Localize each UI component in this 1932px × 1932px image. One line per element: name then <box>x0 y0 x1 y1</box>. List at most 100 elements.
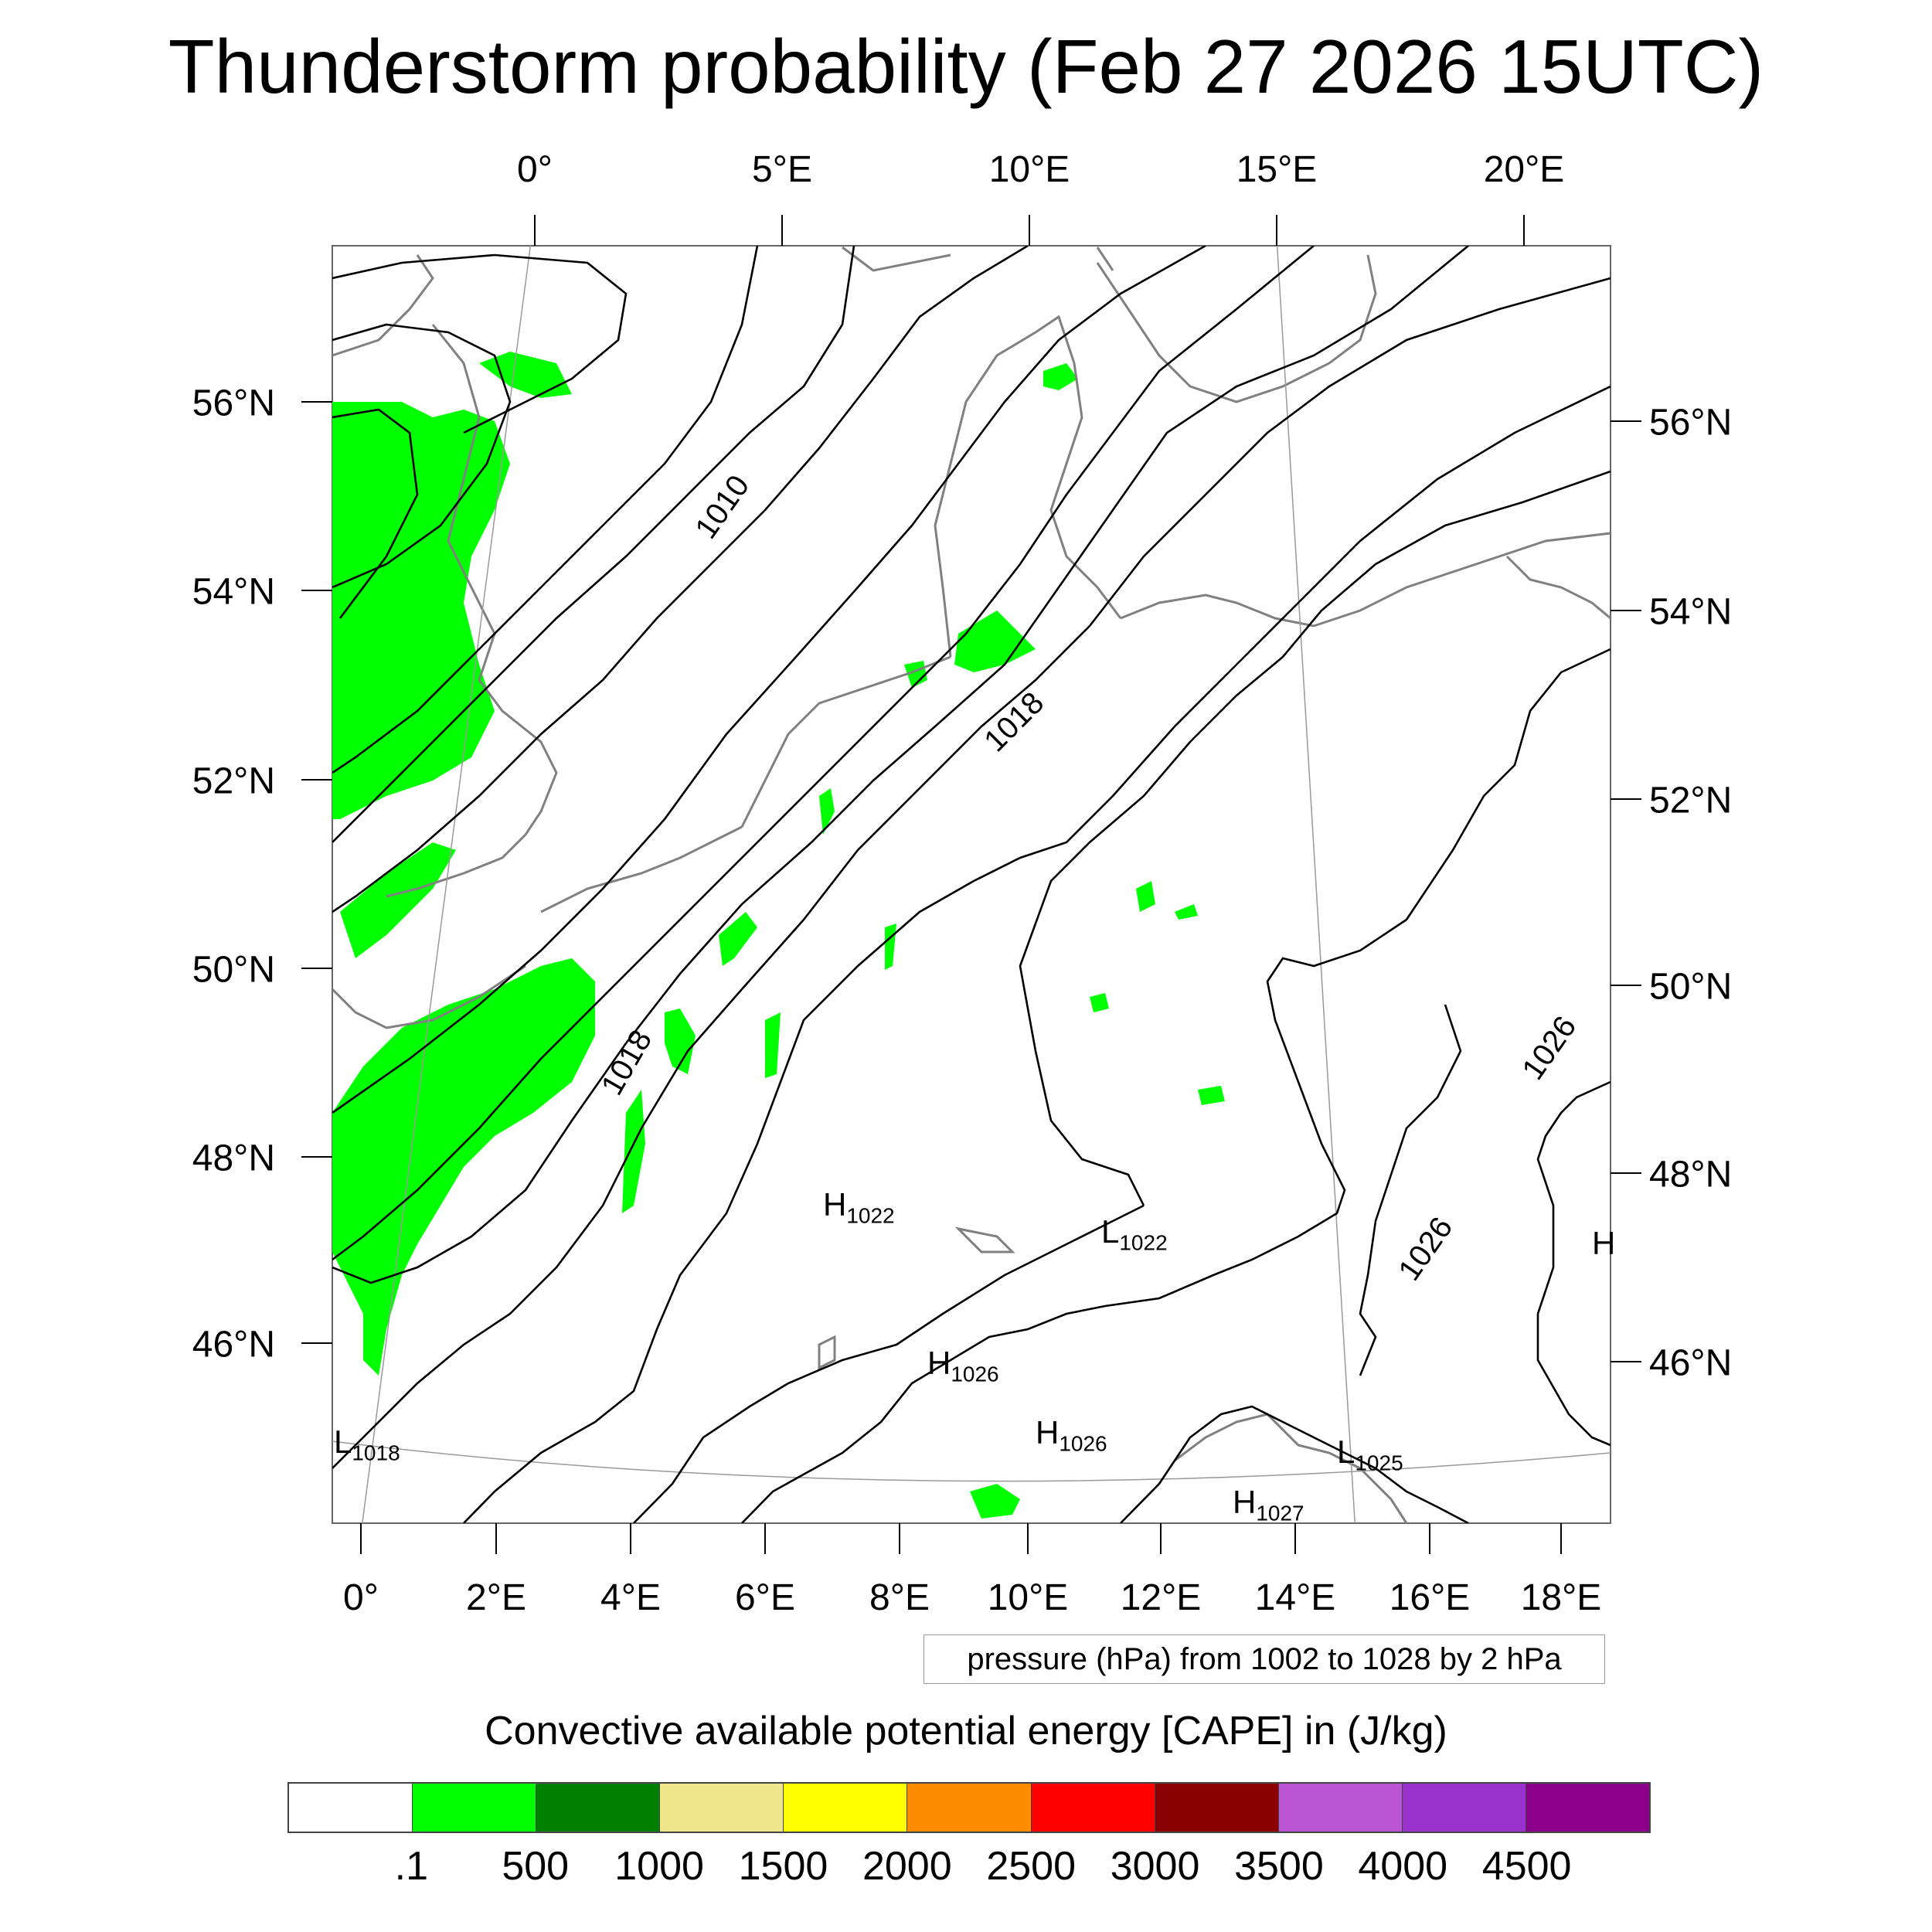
colorbar-tick-label: 1000 <box>614 1844 704 1889</box>
isobar-1026 <box>741 648 1611 1523</box>
graticule <box>332 246 1611 1523</box>
colorbar-swatch <box>1155 1784 1279 1832</box>
cape-area-streak-5 <box>819 788 835 835</box>
isobar-1010 <box>332 246 855 843</box>
cape-area-streak-4 <box>765 1012 781 1078</box>
colorbar-swatch <box>1526 1784 1650 1832</box>
isobar-1002 <box>332 253 628 434</box>
isobar-1026-far-east <box>1536 1080 1611 1447</box>
bottom-lon-label: 18°E <box>1520 1577 1602 1618</box>
cape-areas <box>332 352 1225 1519</box>
bottom-lon-label: 2°E <box>466 1577 526 1618</box>
isobar-1006 <box>332 408 419 619</box>
cape-area-ne <box>1175 904 1198 920</box>
map-title: Thunderstorm probability (Feb 27 2026 15… <box>168 24 1764 109</box>
left-lat-label: 46°N <box>192 1324 275 1366</box>
colorbar-swatch <box>536 1784 661 1832</box>
cape-area-germany-north <box>954 611 1036 672</box>
right-lat-label: 52°N <box>1649 780 1733 821</box>
meridian-0 <box>362 246 532 1523</box>
bottom-lon-label: 10°E <box>987 1577 1069 1618</box>
cape-area-east <box>1198 1086 1225 1105</box>
isobar-1027-adriatic <box>1120 1405 1469 1523</box>
coast-baltic-east <box>1505 555 1611 620</box>
isobar-1018 <box>332 246 1469 1284</box>
left-lat-label: 48°N <box>192 1138 275 1179</box>
colorbar <box>287 1782 1651 1833</box>
isobar-1022 <box>463 385 1611 1523</box>
isobar-1024b <box>633 1204 1145 1523</box>
coast-uk-east <box>332 254 558 898</box>
coast-baltic-south <box>1120 532 1611 628</box>
pressure-center: H1022 <box>823 1186 895 1228</box>
colorbar-swatch <box>289 1784 413 1832</box>
coast-france-north <box>540 825 743 913</box>
pressure-center: L1025 <box>1337 1434 1403 1475</box>
colorbar-tick-label: 2000 <box>862 1844 952 1889</box>
isobar-1008 <box>332 246 759 774</box>
cape-area-belgium <box>665 1009 696 1074</box>
right-lat-label: 48°N <box>1649 1154 1733 1196</box>
isobar-1014 <box>332 246 1206 1114</box>
colorbar-tick-label: 2500 <box>986 1844 1077 1889</box>
cape-area-poland <box>1136 881 1155 912</box>
right-lat-label: 50°N <box>1649 966 1733 1008</box>
bottom-lon-label: 12°E <box>1120 1577 1202 1618</box>
isobar-1012 <box>332 246 1029 913</box>
colorbar-title: Convective available potential energy [C… <box>485 1709 1447 1753</box>
bottom-lon-label: 6°E <box>735 1577 795 1618</box>
bottom-lon-label: 4°E <box>600 1577 661 1618</box>
colorbar-tick-label: 500 <box>502 1844 570 1889</box>
pressure-center: L1022 <box>1101 1213 1168 1255</box>
colorbar-swatch <box>907 1784 1032 1832</box>
coast-norway <box>842 246 1114 272</box>
colorbar-tick-label: 3500 <box>1234 1844 1324 1889</box>
cape-area-france <box>332 958 595 1376</box>
coast-lakes <box>818 1226 1015 1370</box>
cape-area-streak-1 <box>719 912 757 966</box>
right-lat-label: 46°N <box>1649 1342 1733 1384</box>
cape-area-uk-north <box>479 352 572 398</box>
right-lat-label: 56°N <box>1649 402 1733 444</box>
colorbar-swatch <box>1031 1784 1155 1832</box>
bottom-lon-label: 16°E <box>1389 1577 1471 1618</box>
coast-nl-de <box>740 655 951 828</box>
isobar-1020 <box>332 277 1611 1469</box>
cape-area-denmark <box>1043 363 1078 390</box>
top-lon-label: 0° <box>517 149 553 190</box>
colorbar-tick-label: .1 <box>394 1844 429 1889</box>
map-frame <box>332 245 1611 1524</box>
left-lat-label: 52°N <box>192 760 275 802</box>
isobar-1004 <box>332 323 512 589</box>
colorbar-tick-label: 1500 <box>738 1844 828 1889</box>
bottom-lon-label: 8°E <box>869 1577 930 1618</box>
isobar-1016 <box>332 246 1315 1261</box>
pressure-center: H <box>1592 1225 1616 1261</box>
colorbar-tick-label: 3000 <box>1110 1844 1200 1889</box>
left-lat-label: 50°N <box>192 949 275 991</box>
top-lon-label: 10°E <box>988 149 1070 190</box>
left-lat-label: 54°N <box>192 571 275 613</box>
cape-area-alps <box>970 1484 1020 1519</box>
colorbar-tick-label: 4000 <box>1358 1844 1448 1889</box>
coast-france-west <box>332 964 526 1029</box>
meridian-15e <box>1276 246 1355 1523</box>
colorbar-swatch <box>1278 1784 1403 1832</box>
isobar-1026-east <box>1359 1004 1462 1376</box>
parallel-45n <box>332 1440 1611 1482</box>
isobar-1024 <box>1019 470 1611 1206</box>
pressure-center: H1026 <box>1036 1414 1107 1456</box>
top-lon-label: 20°E <box>1483 149 1565 190</box>
coast-sweden <box>1096 254 1377 403</box>
colorbar-swatch <box>784 1784 908 1832</box>
cape-area-uk <box>332 402 510 819</box>
left-lat-label: 56°N <box>192 383 275 424</box>
colorbar-swatch <box>660 1784 784 1832</box>
colorbar-swatch <box>1402 1784 1526 1832</box>
bottom-lon-label: 0° <box>343 1577 379 1618</box>
colorbar-tick-label: 4500 <box>1481 1844 1572 1889</box>
top-lon-label: 5°E <box>752 149 812 190</box>
axis-ticks <box>301 215 1641 1554</box>
cape-area-czech <box>1090 993 1109 1012</box>
